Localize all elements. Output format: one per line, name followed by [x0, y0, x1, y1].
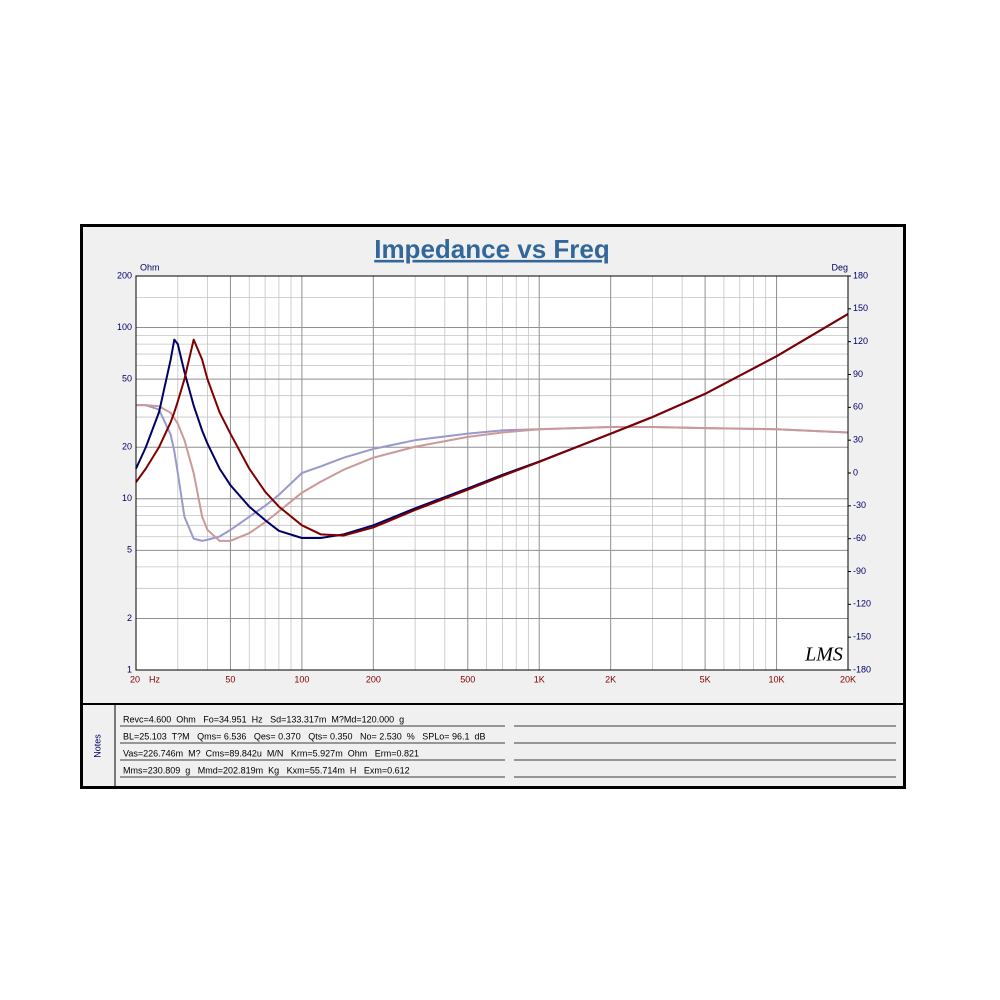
y-tick-label: 2	[127, 613, 132, 623]
y2-tick-label: -180	[853, 664, 871, 674]
logo: LMS	[804, 644, 843, 666]
notes: Revc=4.600 Ohm Fo=34.951 Hz Sd=133.317m …	[120, 714, 896, 778]
x-tick-label: 100	[294, 674, 309, 684]
x-tick-label: 20	[130, 674, 140, 684]
note-line: Mms=230.809 g Mmd=202.819m Kg Kxm=55.714…	[123, 765, 410, 775]
y-tick-label: 50	[122, 373, 132, 383]
x-tick-label: 20K	[840, 674, 856, 684]
y2-tick-label: 30	[853, 435, 863, 445]
series-lines	[135, 313, 849, 542]
y2-tick-label: -60	[853, 533, 866, 543]
y2-tick-label: 180	[853, 270, 868, 280]
y2-tick-label: 120	[853, 336, 868, 346]
note-line: BL=25.103 T?M Qms= 6.536 Qes= 0.370 Qts=…	[123, 731, 486, 741]
series-line	[136, 404, 849, 542]
note-line: Vas=226.746m M? Cms=89.842u M/N Krm=5.92…	[123, 748, 419, 758]
y2-tick-label: 90	[853, 369, 863, 379]
y2-tick-label: -90	[853, 566, 866, 576]
y-tick-label: 200	[117, 270, 132, 280]
chart-title: Impedance vs Freq	[374, 234, 610, 264]
y2-tick-label: 60	[853, 402, 863, 412]
y-tick-label: 100	[117, 322, 132, 332]
x-unit: Hz	[149, 674, 160, 684]
y-tick-label: 20	[122, 442, 132, 452]
x-tick-label: 500	[460, 674, 475, 684]
y2-unit: Deg	[831, 262, 848, 272]
y2-tick-label: -120	[853, 599, 871, 609]
y2-tick-label: -30	[853, 500, 866, 510]
y2-tick-label: 0	[853, 467, 858, 477]
x-tick-label: 2K	[605, 674, 616, 684]
x-tick-label: 1K	[534, 674, 545, 684]
y2-tick-label: -150	[853, 632, 871, 642]
x-tick-label: 5K	[700, 674, 711, 684]
y2-tick-label: 150	[853, 303, 868, 313]
y-tick-label: 5	[127, 545, 132, 555]
note-line: Revc=4.600 Ohm Fo=34.951 Hz Sd=133.317m …	[123, 714, 404, 724]
notes-label: Notes	[92, 734, 102, 758]
x-tick-label: 200	[366, 674, 381, 684]
series-line	[135, 313, 849, 537]
x-tick-label: 10K	[769, 674, 785, 684]
y-tick-label: 10	[122, 493, 132, 503]
y-unit: Ohm	[140, 262, 160, 272]
plot-area	[136, 276, 848, 670]
x-tick-label: 50	[225, 674, 235, 684]
y-tick-label: 1	[127, 664, 132, 674]
